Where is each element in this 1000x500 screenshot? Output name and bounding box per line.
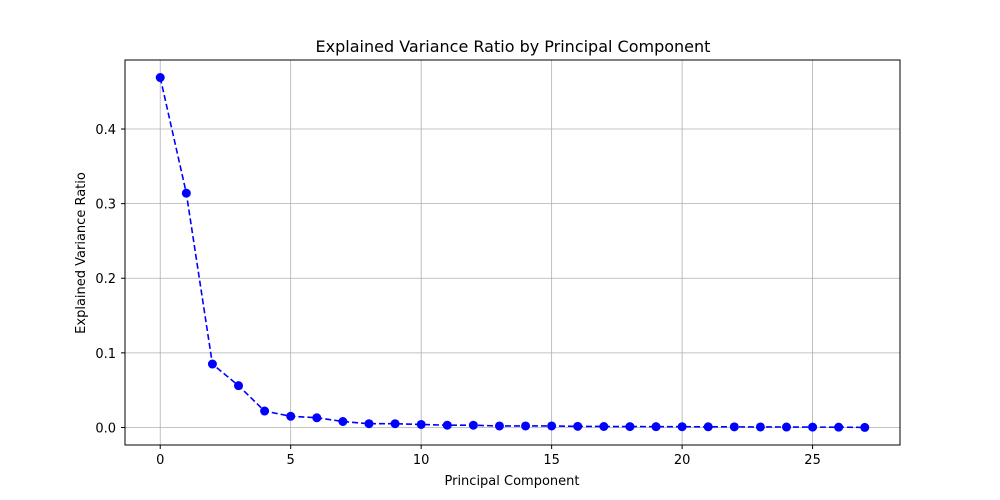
x-tick-label: 0 [156, 453, 164, 468]
series-line [159, 77, 865, 429]
data-point [442, 420, 452, 430]
data-point [781, 422, 791, 432]
data-point [808, 422, 818, 432]
data-point [599, 421, 609, 431]
x-axis-title: Principal Component [444, 474, 579, 489]
y-tick-label: 0.4 [95, 123, 116, 138]
plot-frame [124, 59, 901, 446]
data-point [521, 421, 531, 431]
x-tick-label: 5 [287, 453, 295, 468]
x-tick-label: 10 [413, 453, 430, 468]
data-point [260, 406, 270, 416]
y-tick-label: 0.1 [95, 347, 116, 362]
data-point [312, 413, 322, 423]
data-point [338, 416, 348, 426]
data-point [234, 381, 244, 391]
data-point [547, 421, 557, 431]
y-tick-label: 0.0 [95, 421, 116, 436]
data-point [416, 419, 426, 429]
data-point [494, 421, 504, 431]
data-point [703, 422, 713, 432]
data-point [155, 73, 165, 83]
data-point [860, 422, 870, 432]
data-point [468, 420, 478, 430]
data-point [390, 419, 400, 429]
data-point [625, 422, 635, 432]
y-axis: 0.0 0.1 0.2 0.3 0.4 [95, 123, 125, 436]
data-point [364, 419, 374, 429]
grid [125, 60, 900, 445]
x-tick-label: 25 [804, 453, 821, 468]
data-point [755, 422, 765, 432]
x-tick-label: 15 [543, 453, 560, 468]
data-point [207, 359, 217, 369]
data-point [286, 411, 296, 421]
chart-title: Explained Variance Ratio by Principal Co… [316, 37, 711, 56]
y-tick-label: 0.2 [95, 272, 116, 287]
data-point [651, 422, 661, 432]
data-point [677, 422, 687, 432]
y-axis-title: Explained Variance Ratio [74, 172, 89, 334]
data-point [181, 188, 191, 198]
x-tick-label: 20 [674, 453, 691, 468]
x-axis: 0 5 10 15 20 25 [156, 445, 821, 468]
data-point [729, 422, 739, 432]
series-layer [155, 73, 870, 432]
data-point [573, 421, 583, 431]
data-point [834, 422, 844, 432]
y-tick-label: 0.3 [95, 198, 116, 213]
